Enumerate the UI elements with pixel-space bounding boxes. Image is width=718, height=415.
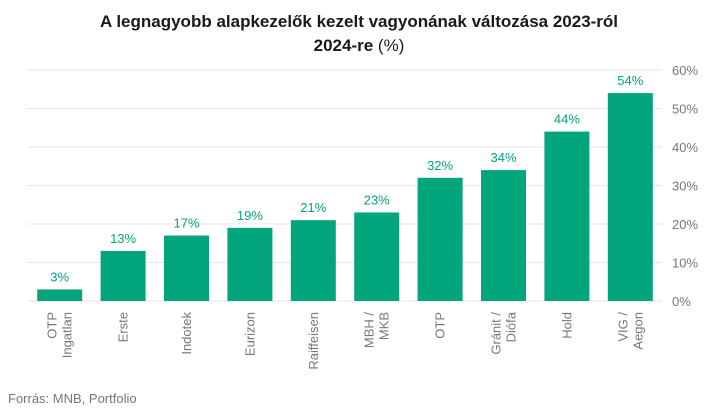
bar-value-label: 17% <box>173 216 199 231</box>
x-tick-label-line: OTP <box>45 312 60 339</box>
x-tick-label-line: Eurizon <box>242 312 257 356</box>
bar <box>417 177 463 301</box>
x-tick-label-line: Diófa <box>504 311 519 342</box>
x-tick-label-line: MBH / <box>362 312 377 349</box>
bar <box>227 227 273 301</box>
x-tick-label: MBH / MKB <box>362 312 392 349</box>
x-tick-label: Erste <box>116 312 131 342</box>
bar-value-label: 21% <box>300 200 326 215</box>
x-tick-label: Raiffeisen <box>306 312 321 370</box>
x-tick-label-line: Hold <box>559 312 574 339</box>
x-tick-label: Indotek <box>179 312 194 355</box>
y-tick-label: 20% <box>672 217 698 232</box>
x-tick-label-line: VIG / <box>615 312 630 342</box>
bar <box>37 289 83 301</box>
x-tick-label: Gránit / Diófa <box>489 311 519 354</box>
x-tick-label: OTP <box>433 312 448 339</box>
bar <box>481 170 526 301</box>
bar-value-label: 23% <box>364 192 390 207</box>
y-tick-label: 0% <box>672 294 691 309</box>
x-tick-label-line: Indotek <box>179 312 194 355</box>
bar <box>354 212 400 301</box>
x-tick-label: Eurizon <box>242 312 257 356</box>
chart-title-line2-text: 2024-re <box>313 36 374 55</box>
bar-value-label: 3% <box>50 269 69 284</box>
chart-title-line1: A legnagyobb alapkezelők kezelt vagyonán… <box>99 12 619 31</box>
bar-value-label: 32% <box>427 158 453 173</box>
bar <box>607 93 653 301</box>
bar-chart: 0%10%20%30%40%50%60%3%OTP Ingatlan13%Erst… <box>28 63 698 370</box>
bar <box>164 235 209 301</box>
x-tick-label-line: Aegon <box>630 312 645 350</box>
bar <box>100 250 146 301</box>
x-tick-label-line: MKB <box>377 312 392 340</box>
chart-title-unit: (%) <box>377 36 405 55</box>
x-tick-label-line: Gránit / <box>489 312 504 355</box>
x-tick-label-line: Erste <box>116 312 131 342</box>
x-tick-label: Hold <box>559 312 574 339</box>
bar <box>544 131 590 301</box>
bar <box>290 220 336 301</box>
source-note: Forrás: MNB, Portfolio <box>8 391 137 406</box>
chart-title-line2: 2024-re (%) <box>0 34 718 58</box>
bar-value-label: 13% <box>110 231 136 246</box>
bar-value-label: 19% <box>237 208 263 223</box>
chart-title: A legnagyobb alapkezelők kezelt vagyonán… <box>0 10 718 58</box>
bar-value-label: 44% <box>554 112 580 127</box>
x-tick-label-line: Ingatlan <box>60 312 75 358</box>
y-tick-label: 50% <box>672 102 698 117</box>
bar-value-label: 34% <box>490 150 516 165</box>
x-tick-label: VIG / Aegon <box>615 312 645 350</box>
bar-value-label: 54% <box>617 73 643 88</box>
y-tick-label: 30% <box>672 179 698 194</box>
x-tick-label: OTP Ingatlan <box>45 312 75 358</box>
x-tick-label-line: Raiffeisen <box>306 312 321 370</box>
y-tick-label: 40% <box>672 140 698 155</box>
y-tick-label: 10% <box>672 256 698 271</box>
y-tick-label: 60% <box>672 63 698 78</box>
x-tick-label-line: OTP <box>433 312 448 339</box>
